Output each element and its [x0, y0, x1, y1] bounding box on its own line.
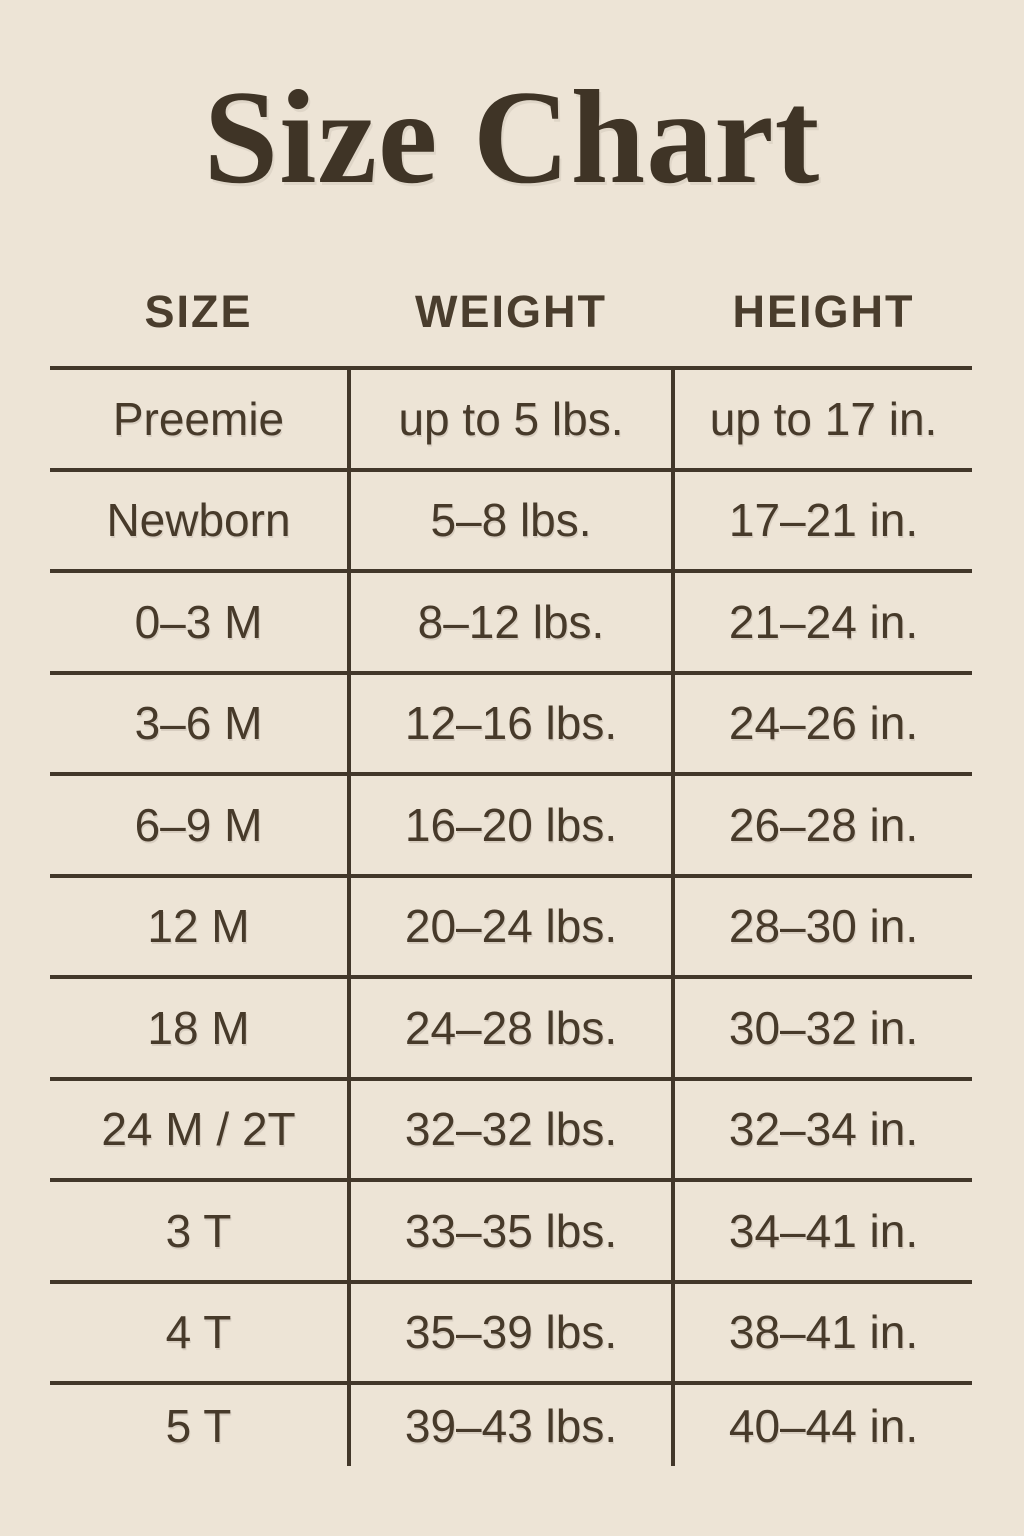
page-title: Size Chart [203, 63, 821, 211]
cell-weight: up to 5 lbs. [347, 370, 675, 468]
table-row: Newborn 5–8 lbs. 17–21 in. [50, 467, 972, 569]
cell-height: up to 17 in. [709, 392, 938, 445]
cell-weight: 12–16 lbs. [347, 674, 675, 772]
cell-size: 3–6 M [134, 697, 263, 750]
cell-size: 6–9 M [134, 798, 263, 851]
column-header-size: SIZE [144, 286, 253, 337]
cell-size: 0–3 M [134, 595, 263, 648]
cell-height: 24–26 in. [728, 697, 919, 750]
cell-height: 38–41 in. [728, 1306, 919, 1359]
cell-height: 40–44 in. [728, 1399, 919, 1452]
cell-weight: 5–8 lbs. [347, 471, 675, 569]
table-row: 5 T 39–43 lbs. 40–44 in. [50, 1381, 972, 1466]
cell-height: 21–24 in. [728, 595, 919, 648]
cell-size: 4 T [165, 1306, 232, 1359]
cell-size: Newborn [106, 494, 291, 547]
table-row: 24 M / 2T 32–32 lbs. 32–34 in. [50, 1076, 972, 1178]
column-header-height: HEIGHT [732, 286, 915, 337]
cell-weight: 24–28 lbs. [347, 979, 675, 1077]
cell-weight: 35–39 lbs. [347, 1283, 675, 1381]
cell-height: 26–28 in. [728, 798, 919, 851]
cell-weight: 32–32 lbs. [347, 1080, 675, 1178]
table-row: 12 M 20–24 lbs. 28–30 in. [50, 873, 972, 975]
cell-weight: 33–35 lbs. [347, 1182, 675, 1280]
cell-size: 3 T [165, 1204, 232, 1257]
table-row: 4 T 35–39 lbs. 38–41 in. [50, 1279, 972, 1381]
cell-height: 34–41 in. [728, 1204, 919, 1257]
table-row: 3–6 M 12–16 lbs. 24–26 in. [50, 670, 972, 772]
table-row: Preemie up to 5 lbs. up to 17 in. [50, 366, 972, 468]
cell-weight: 16–20 lbs. [347, 776, 675, 874]
table-row: 0–3 M 8–12 lbs. 21–24 in. [50, 569, 972, 671]
cell-size: Preemie [112, 392, 285, 445]
cell-height: 28–30 in. [728, 900, 919, 953]
cell-size: 24 M / 2T [101, 1103, 296, 1156]
table-row: 3 T 33–35 lbs. 34–41 in. [50, 1178, 972, 1280]
cell-height: 32–34 in. [728, 1103, 919, 1156]
table-header-row: SIZE WEIGHT HEIGHT [50, 286, 972, 338]
cell-size: 18 M [147, 1001, 250, 1054]
cell-size: 12 M [147, 900, 250, 953]
size-chart-table: Preemie up to 5 lbs. up to 17 in. Newbor… [50, 366, 972, 1466]
table-row: 6–9 M 16–20 lbs. 26–28 in. [50, 772, 972, 874]
cell-height: 17–21 in. [728, 494, 919, 547]
table-row: 18 M 24–28 lbs. 30–32 in. [50, 975, 972, 1077]
cell-weight: 20–24 lbs. [347, 877, 675, 975]
cell-weight: 8–12 lbs. [347, 573, 675, 671]
cell-weight: 39–43 lbs. [347, 1385, 675, 1466]
cell-height: 30–32 in. [728, 1001, 919, 1054]
column-header-weight: WEIGHT [415, 286, 607, 337]
cell-size: 5 T [165, 1399, 232, 1452]
